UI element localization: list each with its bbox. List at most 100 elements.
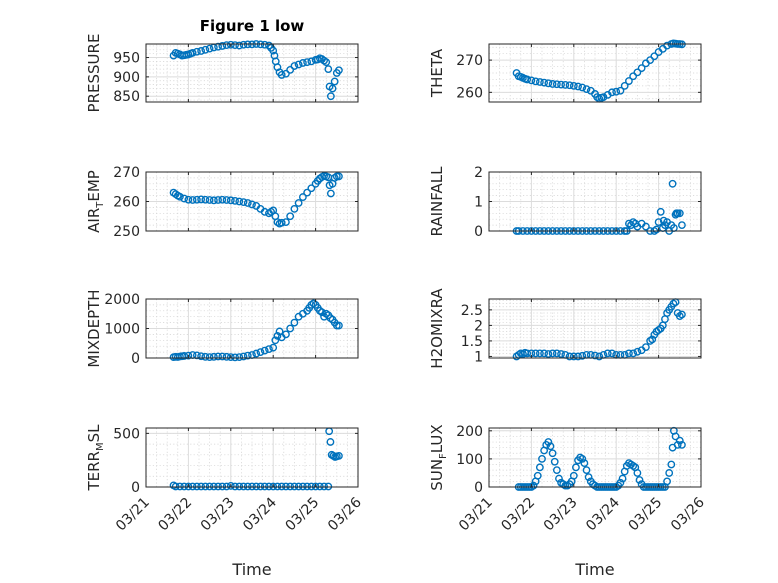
data-point	[218, 352, 227, 361]
data-point	[290, 204, 299, 213]
figure-title: Figure 1 low	[200, 17, 305, 35]
data-point	[320, 482, 328, 491]
y-tick-label: 900	[113, 70, 140, 86]
data-point	[180, 194, 189, 203]
data-point	[205, 196, 214, 204]
data-point	[188, 482, 197, 491]
data-point	[243, 351, 252, 360]
data-point	[608, 88, 616, 97]
data-point	[269, 343, 278, 352]
data-point	[675, 436, 684, 445]
y-tick-label: 260	[113, 195, 140, 211]
axes-box	[488, 298, 702, 359]
data-point	[668, 179, 677, 188]
data-point	[201, 352, 210, 361]
data-point	[678, 440, 686, 449]
data-point	[214, 482, 222, 491]
data-point	[197, 352, 206, 361]
data-point	[552, 349, 561, 358]
data-point	[533, 471, 542, 480]
data-point	[282, 218, 290, 227]
y-tick-label: 1.5	[461, 334, 483, 350]
data-point	[574, 352, 582, 361]
x-axis-title-right: Time	[574, 560, 614, 579]
data-point	[192, 195, 201, 204]
data-point	[303, 58, 312, 67]
data-point	[569, 471, 578, 480]
data-point	[248, 482, 256, 491]
data-point	[667, 460, 676, 469]
data-point	[298, 193, 307, 201]
data-point	[197, 482, 206, 491]
data-point	[303, 482, 312, 491]
data-point	[315, 482, 324, 491]
data-point	[201, 482, 210, 491]
data-point	[612, 87, 621, 96]
data-point	[326, 189, 335, 198]
data-point	[235, 353, 244, 362]
y-axis-label: THETA	[428, 48, 446, 98]
data-point	[282, 69, 290, 78]
data-point	[544, 438, 553, 446]
data-point	[335, 66, 343, 75]
data-point	[550, 457, 559, 466]
data-point	[180, 482, 189, 491]
data-point	[335, 321, 343, 330]
data-point	[591, 351, 599, 360]
data-point	[307, 482, 316, 491]
data-point	[326, 438, 335, 446]
data-point	[544, 350, 553, 358]
data-point	[565, 81, 574, 90]
data-point	[171, 482, 180, 491]
data-point	[231, 41, 239, 50]
data-point	[633, 68, 642, 77]
data-point	[637, 64, 646, 73]
data-point	[192, 482, 201, 491]
data-point	[641, 343, 650, 352]
data-point	[584, 473, 593, 482]
data-point	[552, 466, 561, 475]
x-tick-label: 03/21	[113, 495, 153, 535]
data-point	[307, 184, 316, 193]
data-point	[318, 308, 326, 317]
data-point	[188, 48, 197, 57]
x-tick-label: 03/24	[240, 494, 280, 534]
data-point	[629, 72, 638, 81]
data-point	[531, 349, 540, 358]
data-point	[265, 41, 273, 50]
data-point	[243, 482, 252, 491]
axes-box	[145, 43, 359, 103]
data-point	[286, 66, 295, 74]
panel-2: 260 270 THETA	[428, 39, 702, 103]
panel-1: 850 900 950 PRESSURE	[85, 34, 359, 112]
data-point	[328, 84, 337, 93]
data-point	[633, 469, 642, 477]
x-tick-label: 03/24	[583, 494, 623, 534]
data-point	[572, 463, 580, 472]
y-axis-label: AIRTEMP	[85, 170, 106, 233]
x-axis-title-left: Time	[231, 560, 271, 579]
data-point	[218, 42, 227, 50]
data-point	[180, 352, 189, 360]
data-point	[538, 455, 546, 463]
data-point	[277, 482, 286, 491]
y-tick-label: 1000	[104, 322, 140, 338]
axes-box	[488, 427, 702, 488]
y-tick-label: 270	[456, 53, 483, 69]
data-point	[675, 209, 684, 218]
data-point	[555, 474, 563, 483]
data-point	[290, 62, 299, 70]
data-point	[654, 218, 663, 227]
data-point	[192, 47, 201, 56]
y-tick-label: 1	[474, 195, 483, 211]
data-point	[286, 212, 295, 221]
y-tick-label: 250	[113, 224, 140, 240]
data-point	[641, 222, 650, 231]
data-point	[618, 474, 627, 483]
x-tick-label: 03/25	[626, 495, 666, 535]
data-point	[176, 192, 184, 201]
data-point	[569, 352, 578, 361]
data-point	[535, 78, 544, 86]
y-axis-label: TERRMSL	[85, 424, 106, 492]
